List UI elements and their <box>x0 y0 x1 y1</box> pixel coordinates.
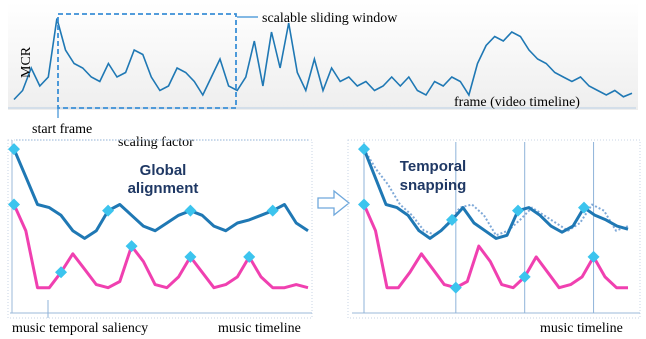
y-axis-label-mcr: MCR <box>19 46 34 78</box>
transition-arrow <box>317 189 351 217</box>
mcr-series-line <box>13 18 633 101</box>
right-video-peak-marker <box>358 143 370 156</box>
left-music-peak-marker <box>125 240 138 253</box>
left-curves <box>8 143 309 290</box>
x-axis-label-frame: frame (video timeline) <box>454 95 580 110</box>
left-video-peak-marker <box>266 204 279 217</box>
left-music-peak-marker <box>184 250 197 263</box>
scalable-sliding-window <box>57 13 237 109</box>
right-panel-frame <box>347 139 641 319</box>
left-panel-title-line1: Global <box>140 162 187 179</box>
right-music-peak-marker <box>449 281 462 294</box>
right-video-peak-marker <box>446 213 458 226</box>
right-panel-title-line2: snapping <box>400 177 467 194</box>
right-music-saliency-curve <box>362 203 628 290</box>
right-video-peak-marker <box>512 204 524 217</box>
right-music-peak-marker <box>518 270 531 283</box>
top-panel: scalable sliding window MCR frame (video… <box>8 2 638 150</box>
right-curves <box>358 143 629 294</box>
right-music-peak-marker <box>587 250 600 263</box>
left-video-peak-marker <box>8 143 20 156</box>
left-music-peak-marker <box>55 266 68 279</box>
right-music-timeline-label: music timeline <box>540 321 623 336</box>
left-panel: Global alignment music temporal saliency… <box>7 139 313 336</box>
left-music-peak-marker <box>8 198 20 211</box>
scaling-factor-label: scaling factor <box>118 135 194 150</box>
left-video-peak-marker <box>102 204 115 217</box>
window-label: scalable sliding window <box>262 11 398 26</box>
right-video-peak-marker <box>578 201 590 214</box>
right-panel: Temporal snapping music timeline <box>347 139 641 336</box>
right-original-video-curve-dotted <box>363 148 629 237</box>
left-video-peak-marker <box>184 204 197 217</box>
left-video-mcr-curve <box>12 148 309 240</box>
left-music-timeline-label: music timeline <box>218 321 301 336</box>
right-panel-title-line1: Temporal <box>400 158 466 175</box>
left-panel-frame <box>7 139 313 319</box>
right-music-peak-marker <box>358 198 370 211</box>
left-panel-title-line2: alignment <box>128 180 199 197</box>
music-temporal-saliency-label: music temporal saliency <box>12 321 148 336</box>
left-music-peak-marker <box>243 250 256 263</box>
start-frame-label: start frame <box>32 122 92 137</box>
